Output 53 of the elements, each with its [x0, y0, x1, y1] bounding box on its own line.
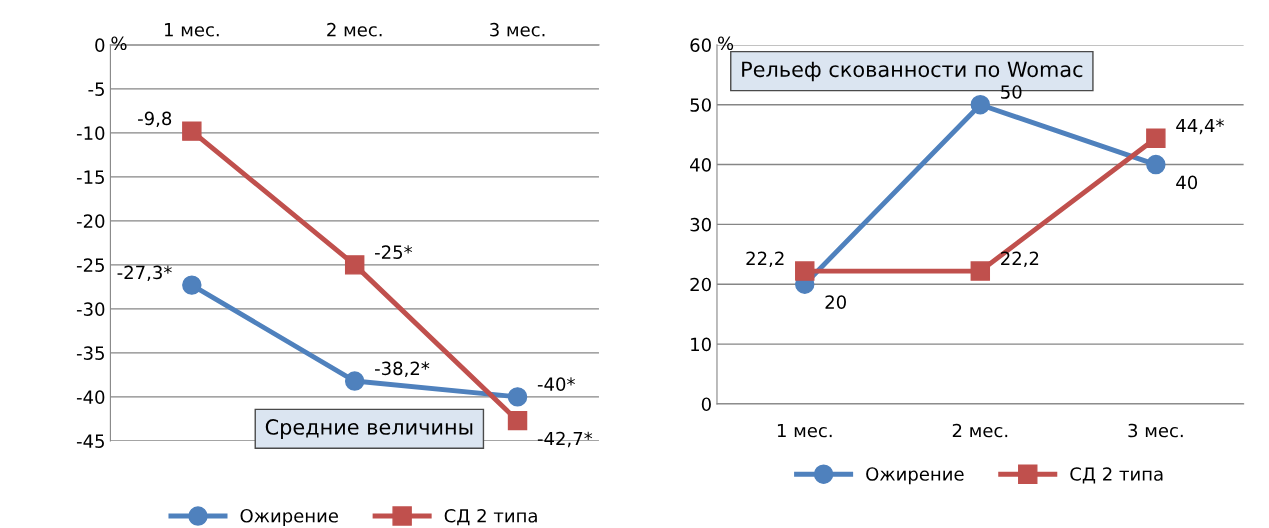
data-label: 40 — [1176, 175, 1198, 190]
x-tick-label: 3 мес. — [490, 22, 545, 37]
point — [507, 410, 528, 431]
point — [970, 261, 991, 281]
legend-label: Ожирение — [866, 467, 964, 485]
point — [1146, 128, 1166, 148]
y-tick-label: 30 — [690, 217, 711, 232]
data-label: -27,3* — [117, 265, 172, 282]
point — [344, 371, 365, 391]
y-tick-label: -15 — [76, 170, 104, 184]
y-tick-label: -5 — [88, 82, 104, 96]
text: Средние величины — [265, 419, 473, 439]
legend-label: СД 2 типа — [444, 508, 537, 526]
x-tick-label: 1 мес. — [165, 23, 219, 37]
y-axis-title: % — [111, 36, 127, 51]
y-tick-label: -25 — [76, 258, 104, 272]
x-tick-label: 2 мес. — [327, 22, 382, 37]
point — [1146, 154, 1166, 175]
data-label: -25* — [375, 245, 413, 260]
legend-label: СД 2 типа — [1070, 467, 1163, 484]
y-tick-label: 10 — [691, 337, 711, 352]
legend-label: Ожирение — [240, 508, 338, 527]
x-tick-label: 3 мес. — [1128, 423, 1183, 438]
x-tick-label: 1 мес. — [777, 423, 832, 438]
point — [970, 94, 991, 115]
y-tick-label: -45 — [76, 434, 104, 448]
y-tick-label: -20 — [76, 214, 105, 228]
y-tick-label: 20 — [690, 277, 711, 292]
point — [182, 121, 202, 141]
y-tick-label: -40 — [76, 390, 105, 404]
data-label: 22,2 — [746, 251, 784, 268]
x-tick-label: 2 мес. — [952, 423, 1008, 438]
y-tick-label: 60 — [690, 38, 711, 52]
point — [344, 255, 365, 275]
y-tick-label: -30 — [76, 302, 105, 316]
y-tick-label: -10 — [76, 126, 105, 140]
y-tick-label: 0 — [701, 397, 711, 412]
point — [182, 275, 202, 295]
y-tick-label: -35 — [76, 346, 104, 360]
data-label: 20 — [825, 295, 846, 309]
y-tick-label: 40 — [690, 158, 711, 172]
data-label: 22,2 — [1001, 251, 1039, 268]
point — [507, 387, 528, 407]
data-label: 44,4* — [1176, 118, 1224, 135]
point — [795, 261, 815, 281]
data-label: -42,7* — [537, 431, 593, 448]
data-label: -38,2* — [375, 361, 430, 378]
text: Рельеф скованности по Womac — [742, 61, 1083, 82]
y-tick-label: 50 — [690, 98, 711, 112]
y-tick-label: 0 — [95, 38, 105, 52]
y-axis-title: % — [717, 36, 734, 51]
data-label: -9,8 — [138, 111, 172, 128]
data-label: -40* — [537, 377, 575, 392]
